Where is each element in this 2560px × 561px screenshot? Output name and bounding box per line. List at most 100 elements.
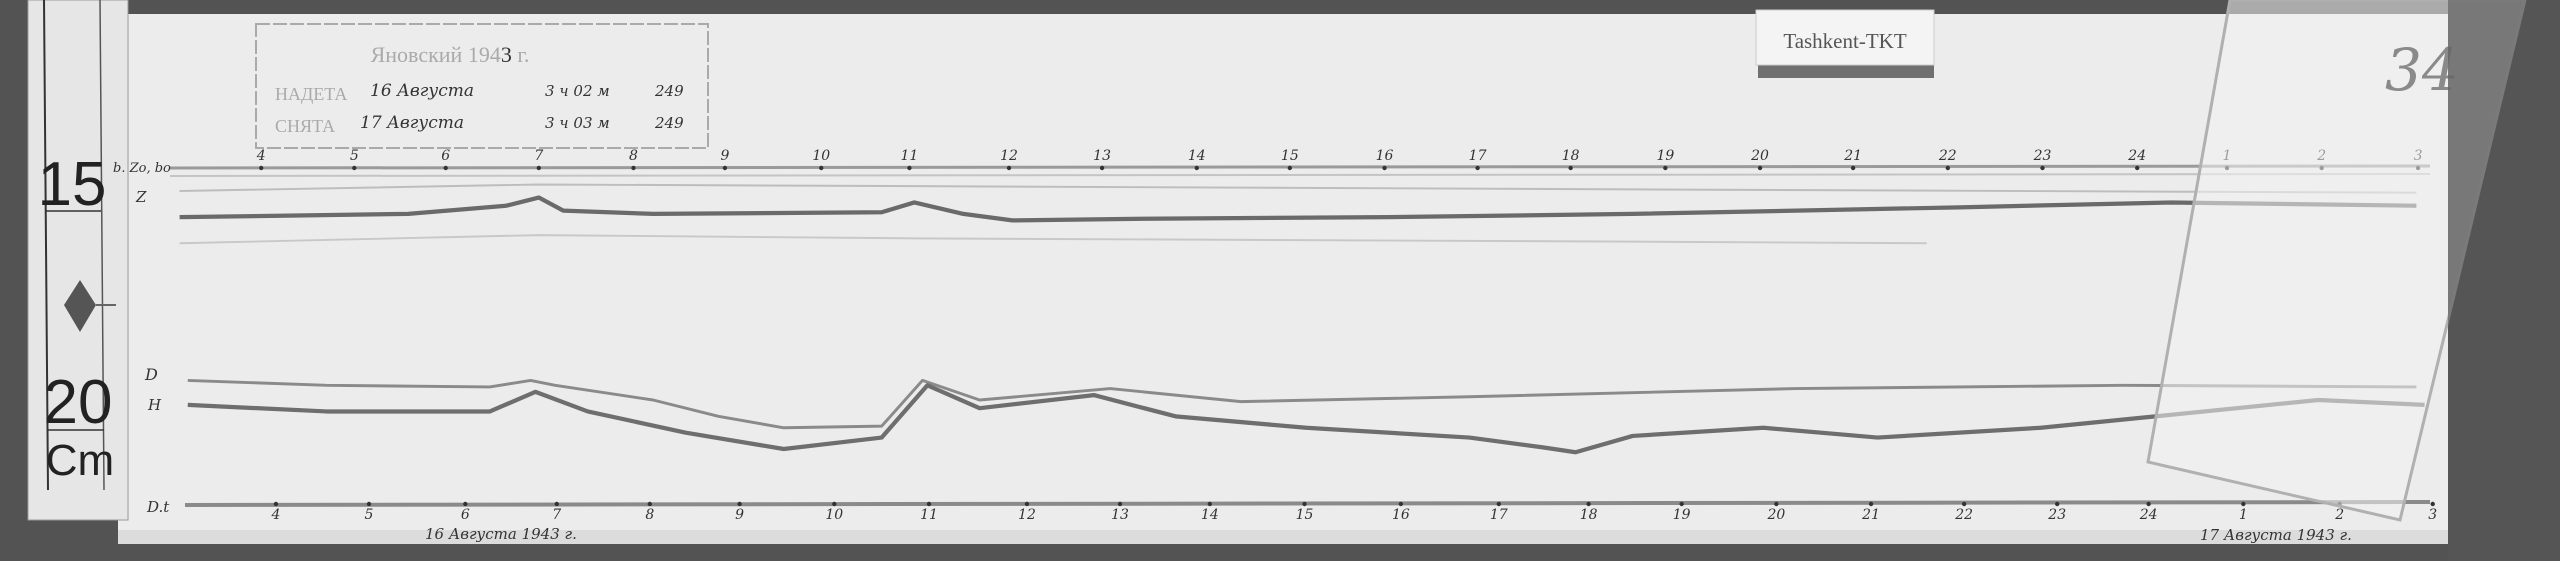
bottom-hour-tick — [737, 501, 742, 507]
top-hour-tick — [1475, 165, 1480, 171]
bottom-hour-tick — [1586, 501, 1591, 507]
top-hour-label: 15 — [1281, 148, 1299, 164]
bottom-hour-label: 8 — [645, 507, 654, 523]
right-wood-edge — [2448, 0, 2560, 561]
bottom-hour-label: 9 — [735, 507, 744, 523]
bottom-hour-label: 11 — [920, 507, 938, 523]
bottom-hour-tick — [1302, 501, 1307, 507]
top-hour-label: 21 — [1843, 148, 1862, 164]
top-hour-label: 24 — [2127, 148, 2146, 164]
top-hour-tick — [1099, 165, 1105, 171]
stamp-header-suffix: г. — [517, 42, 529, 67]
station-label: Tashkent-TKT — [1783, 29, 1906, 53]
top-hour-label: 10 — [812, 148, 830, 164]
bottom-hour-tick — [1679, 501, 1684, 507]
top-hour-tick — [1945, 165, 1951, 171]
stamp-put-on-time: 3 ч 02 м — [545, 82, 610, 100]
bottom-hour-label: 3 — [2428, 507, 2437, 523]
bottom-hour-tick — [2055, 501, 2060, 507]
stamp-header: Яновский 194 — [371, 42, 501, 67]
stamp-put-on-label: НАДЕТА — [275, 84, 347, 104]
top-hour-label: 8 — [629, 148, 638, 164]
bottom-hour-label: 7 — [552, 507, 561, 523]
top-hour-label: 17 — [1469, 148, 1487, 164]
bottom-hour-tick — [1868, 501, 1874, 507]
bottom-hour-tick — [273, 501, 279, 507]
ruler-unit: Cm — [46, 436, 114, 485]
bottom-hour-label: 18 — [1580, 507, 1598, 523]
ruler-mark-20: 20 — [44, 368, 113, 437]
stamp-taken-off-extra: 249 — [654, 114, 684, 132]
top-hour-tick — [536, 165, 541, 171]
top-hour-label: 19 — [1656, 148, 1674, 164]
bottom-hour-label: 23 — [2047, 507, 2066, 523]
top-hour-label: 16 — [1376, 148, 1394, 164]
bottom-hour-label: 17 — [1490, 507, 1508, 523]
z-trace — [179, 195, 2417, 223]
transparent-overlay-sheet: 34 — [2146, 0, 2527, 522]
bottom-hour-label: 20 — [1766, 507, 1785, 523]
end-date-label: 17 Августа 1943 г. — [2200, 526, 2352, 544]
d-trace — [187, 378, 2417, 430]
stamp-year-digit: 3 — [501, 42, 512, 67]
top-hour-tick — [1568, 165, 1573, 171]
bottom-hour-tick — [2430, 501, 2435, 507]
top-hour-label: 6 — [441, 148, 450, 164]
bottom-hour-label: 16 — [1392, 507, 1410, 523]
h-label: H — [147, 396, 162, 414]
svg-text:Яновский 1943 г.: Яновский 1943 г. — [371, 42, 530, 67]
top-hour-label: 7 — [534, 148, 543, 164]
top-hour-tick — [1757, 165, 1763, 171]
bottom-hour-tick — [1117, 501, 1123, 507]
h-trace — [187, 383, 2425, 455]
bottom-hour-tick — [1496, 501, 1502, 507]
bottom-hour-tick — [2241, 501, 2246, 507]
top-hour-label: 22 — [1938, 148, 1957, 164]
stamp-put-on-date: 16 Августа — [370, 81, 474, 101]
bottom-hour-label: 5 — [365, 507, 374, 523]
paper-bottom-strip — [118, 530, 2448, 544]
bottom-hour-label: 2 — [2334, 507, 2344, 523]
bottom-hour-tick — [1024, 501, 1030, 507]
top-hour-label: 11 — [900, 148, 918, 164]
bottom-hour-tick — [1207, 501, 1213, 507]
top-hour-tick — [1663, 165, 1668, 171]
bottom-hour-tick — [1398, 501, 1404, 507]
z-lower-baseline-trace — [179, 234, 1927, 245]
bottom-hour-tick — [1774, 501, 1779, 507]
top-hour-label: 12 — [1000, 148, 1018, 164]
start-date-label: 16 Августа 1943 г. — [425, 525, 577, 543]
top-hour-label: 14 — [1188, 148, 1206, 164]
bottom-hour-label: 13 — [1111, 507, 1129, 523]
stamp-taken-off-label: СНЯТА — [275, 116, 335, 136]
bottom-hour-label: 19 — [1673, 507, 1691, 523]
stamp-taken-off-date: 17 Августа — [360, 113, 464, 133]
bottom-hour-label: 22 — [1954, 507, 1973, 523]
top-hour-label: 9 — [720, 148, 729, 164]
top-hour-tick — [1382, 165, 1387, 171]
bottom-hour-tick — [647, 501, 653, 507]
bottom-hour-label: 24 — [2139, 507, 2158, 523]
bottom-hour-label: 4 — [270, 507, 280, 523]
paper-sheet — [118, 14, 2448, 544]
top-hour-label: 5 — [350, 148, 359, 164]
top-hour-tick — [722, 165, 728, 171]
traces — [179, 183, 2425, 455]
top-baseline-label: b. Zo, bo — [113, 161, 171, 176]
bottom-hour-tick — [832, 501, 837, 507]
top-hour-label: 18 — [1562, 148, 1580, 164]
top-hour-label: 23 — [2033, 148, 2052, 164]
top-hour-tick — [631, 165, 636, 171]
top-hour-tick — [907, 165, 912, 171]
ruler-mark-15: 15 — [38, 150, 107, 219]
stamp-taken-off-time: 3 ч 03 м — [545, 114, 610, 132]
station-label-card: Tashkent-TKT — [1755, 9, 1935, 78]
bottom-hour-label: 15 — [1296, 507, 1314, 523]
bottom-hour-label: 6 — [461, 507, 470, 523]
top-time-axis — [169, 164, 2431, 170]
bottom-hour-label: 10 — [825, 507, 843, 523]
top-hour-tick — [1850, 165, 1856, 171]
top-hour-tick — [1006, 165, 1012, 171]
